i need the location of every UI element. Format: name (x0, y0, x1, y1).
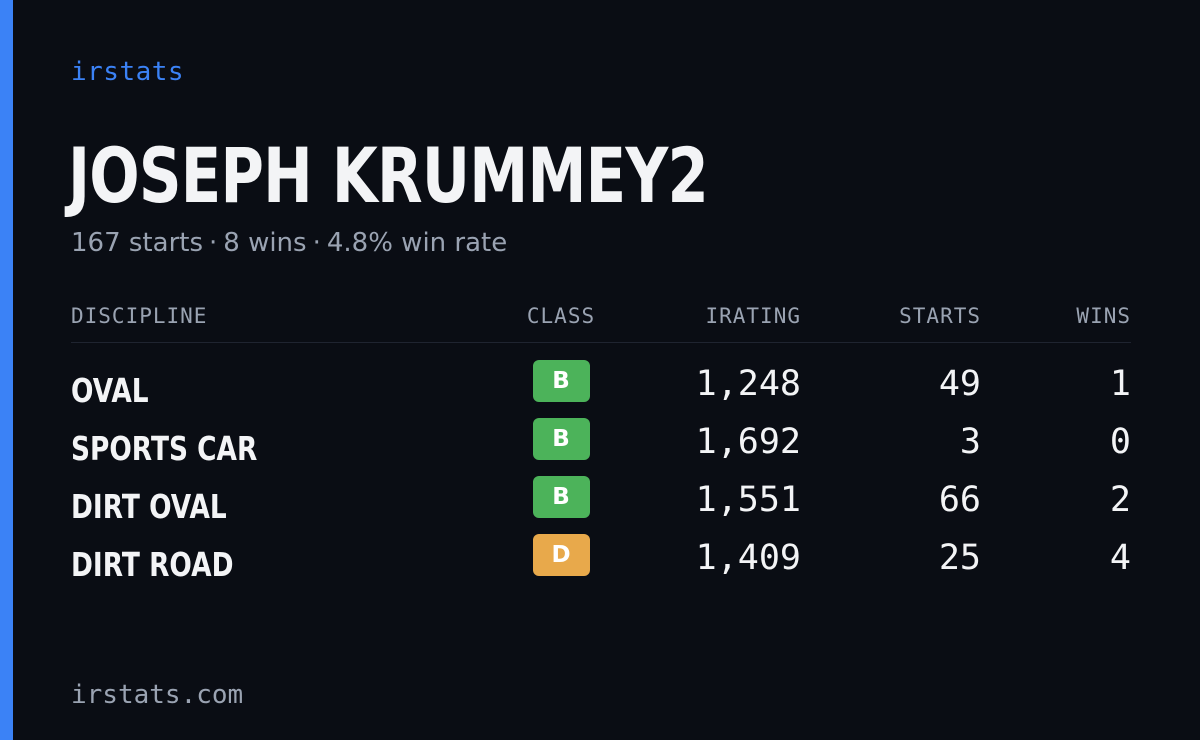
footer-url: irstats.com (71, 680, 244, 710)
page-title: JOSEPH KRUMMEY2 (68, 131, 709, 220)
wins-cell: 4 (1109, 538, 1131, 578)
class-badge: B (532, 360, 590, 402)
class-cell: D (491, 529, 631, 587)
column-header-discipline: DISCIPLINE (71, 296, 491, 343)
discipline-cell: OVAL (71, 343, 491, 414)
wins-cell: 1 (1109, 364, 1131, 404)
discipline-cell: DIRT ROAD (71, 529, 491, 587)
column-header-wins: WINS (981, 296, 1131, 343)
accent-bar (0, 0, 13, 740)
table-row: DIRT ROAD D 1,409 25 4 (71, 529, 1131, 587)
class-badge: B (532, 418, 590, 460)
table-header-row: DISCIPLINE CLASS IRATING STARTS WINS (71, 296, 1131, 343)
wins-cell: 0 (1109, 422, 1131, 462)
class-cell: B (491, 343, 631, 414)
irating-cell: 1,409 (695, 538, 801, 578)
summary-win-rate: 4.8% win rate (326, 228, 508, 258)
wins-cell: 2 (1109, 480, 1131, 520)
discipline-cell: DIRT OVAL (71, 471, 491, 529)
irating-cell: 1,248 (695, 364, 801, 404)
discipline-cell: SPORTS CAR (71, 413, 491, 471)
irating-cell: 1,692 (695, 422, 801, 462)
discipline-label: DIRT OVAL (71, 486, 227, 526)
class-badge: B (532, 476, 590, 518)
column-header-starts: STARTS (801, 296, 981, 343)
class-badge: D (532, 534, 590, 576)
column-header-class: CLASS (491, 296, 631, 343)
starts-cell: 3 (959, 422, 981, 462)
table-row: OVAL B 1,248 49 1 (71, 343, 1131, 414)
driver-summary: 167 starts · 8 wins · 4.8% win rate (71, 228, 507, 258)
summary-wins: 8 wins (223, 228, 307, 258)
summary-separator: · (312, 228, 321, 258)
discipline-label: OVAL (71, 370, 149, 410)
discipline-stats-table: DISCIPLINE CLASS IRATING STARTS WINS OVA… (71, 296, 1131, 587)
discipline-label: DIRT ROAD (71, 544, 234, 584)
starts-cell: 66 (938, 480, 981, 520)
discipline-label: SPORTS CAR (71, 428, 258, 468)
irating-cell: 1,551 (695, 480, 801, 520)
starts-cell: 49 (938, 364, 981, 404)
table-row: SPORTS CAR B 1,692 3 0 (71, 413, 1131, 471)
summary-starts: 167 starts (71, 228, 203, 258)
table-row: DIRT OVAL B 1,551 66 2 (71, 471, 1131, 529)
summary-separator: · (209, 228, 218, 258)
class-cell: B (491, 413, 631, 471)
starts-cell: 25 (938, 538, 981, 578)
class-cell: B (491, 471, 631, 529)
column-header-irating: IRATING (631, 296, 801, 343)
brand-logo: irstats (71, 57, 185, 87)
